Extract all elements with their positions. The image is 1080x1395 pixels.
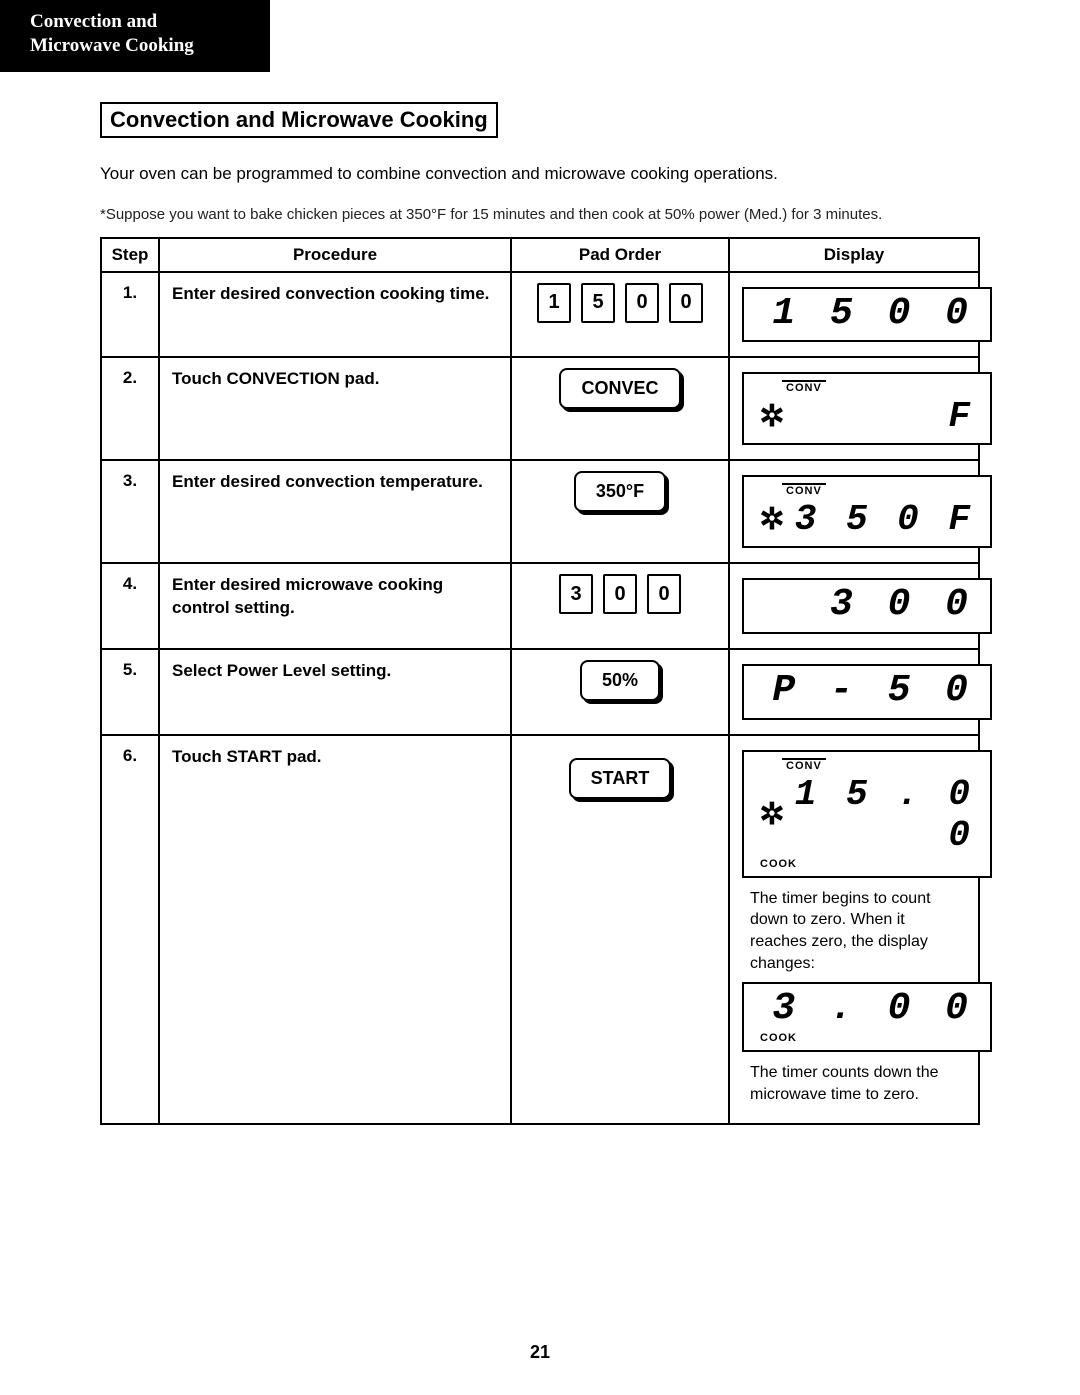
conv-indicator: CONV	[782, 758, 826, 772]
display-readout: 3 . 0 0 COOK	[742, 982, 992, 1052]
segment-text: 3 5 0 F	[790, 499, 980, 540]
col-step: Step	[101, 238, 159, 272]
header-tab: Convection and Microwave Cooking	[0, 0, 270, 72]
table-row: 4. Enter desired microwave cooking contr…	[101, 563, 979, 649]
display-readout: CONV ✲ 3 5 0 F	[742, 475, 992, 548]
display-readout: P - 5 0	[742, 664, 992, 720]
procedure-text: Enter desired convection temperature.	[159, 460, 511, 563]
table-row: 1. Enter desired convection cooking time…	[101, 272, 979, 358]
display-readout: 1 5 0 0	[742, 287, 992, 343]
fan-icon: ✲	[754, 505, 790, 535]
example-note: *Suppose you want to bake chicken pieces…	[100, 206, 980, 223]
fan-icon: ✲	[754, 402, 790, 432]
display-readout: 3 0 0	[742, 578, 992, 634]
table-row: 2. Touch CONVECTION pad. CONVEC CONV ✲ F	[101, 357, 979, 460]
conv-indicator: CONV	[782, 483, 826, 497]
display-cell: 1 5 0 0	[729, 272, 979, 358]
procedure-text: Enter desired microwave cooking control …	[159, 563, 511, 649]
key-digit: 5	[581, 283, 615, 323]
header-line1: Convection and	[30, 10, 248, 34]
display-readout: CONV ✲ 1 5 . 0 0 COOK	[742, 750, 992, 878]
step-number: 5.	[101, 649, 159, 735]
header-line2: Microwave Cooking	[30, 34, 248, 58]
pad-order-cell: 1 5 0 0	[511, 272, 729, 358]
col-display: Display	[729, 238, 979, 272]
segment-text: F	[790, 396, 980, 437]
col-procedure: Procedure	[159, 238, 511, 272]
display-cell: CONV ✲ 3 5 0 F	[729, 460, 979, 563]
pad-order-cell: 50%	[511, 649, 729, 735]
step-number: 6.	[101, 735, 159, 1124]
cook-indicator: COOK	[760, 1032, 980, 1044]
pad-order-cell: START	[511, 735, 729, 1124]
key-digit: 1	[537, 283, 571, 323]
col-pad-order: Pad Order	[511, 238, 729, 272]
display-note: The timer counts down the microwave time…	[750, 1062, 958, 1105]
procedure-table: Step Procedure Pad Order Display 1. Ente…	[100, 237, 980, 1126]
page-content: Convection and Microwave Cooking Your ov…	[0, 72, 1080, 1126]
fan-icon: ✲	[754, 800, 790, 830]
key-digit: 0	[625, 283, 659, 323]
procedure-text: Touch CONVECTION pad.	[159, 357, 511, 460]
procedure-text: Select Power Level setting.	[159, 649, 511, 735]
key-digit: 0	[603, 574, 637, 614]
step-number: 2.	[101, 357, 159, 460]
table-row: 6. Touch START pad. START CONV ✲ 1 5 . 0…	[101, 735, 979, 1124]
page-number: 21	[0, 1342, 1080, 1363]
table-header-row: Step Procedure Pad Order Display	[101, 238, 979, 272]
key-digit: 0	[647, 574, 681, 614]
section-title: Convection and Microwave Cooking	[100, 102, 498, 138]
display-cell: CONV ✲ F	[729, 357, 979, 460]
conv-indicator: CONV	[782, 380, 826, 394]
display-cell: 3 0 0	[729, 563, 979, 649]
table-row: 3. Enter desired convection temperature.…	[101, 460, 979, 563]
temp-button: 350°F	[574, 471, 666, 512]
keypad: 3 0 0	[559, 574, 681, 614]
segment-text: 3 0 0	[754, 584, 980, 626]
start-button: START	[569, 758, 672, 799]
pad-order-cell: CONVEC	[511, 357, 729, 460]
display-cell: CONV ✲ 1 5 . 0 0 COOK The timer begins t…	[729, 735, 979, 1124]
segment-text: P - 5 0	[754, 670, 980, 712]
power-button: 50%	[580, 660, 660, 701]
step-number: 1.	[101, 272, 159, 358]
procedure-text: Touch START pad.	[159, 735, 511, 1124]
table-row: 5. Select Power Level setting. 50% P - 5…	[101, 649, 979, 735]
pad-order-cell: 3 0 0	[511, 563, 729, 649]
key-digit: 0	[669, 283, 703, 323]
key-digit: 3	[559, 574, 593, 614]
step-number: 3.	[101, 460, 159, 563]
cook-indicator: COOK	[760, 858, 980, 870]
display-cell: P - 5 0	[729, 649, 979, 735]
keypad: 1 5 0 0	[537, 283, 703, 323]
display-readout: CONV ✲ F	[742, 372, 992, 445]
convec-button: CONVEC	[559, 368, 680, 409]
procedure-text: Enter desired convection cooking time.	[159, 272, 511, 358]
display-note: The timer begins to count down to zero. …	[750, 888, 958, 974]
segment-text: 1 5 . 0 0	[790, 774, 980, 856]
step-number: 4.	[101, 563, 159, 649]
intro-text: Your oven can be programmed to combine c…	[100, 164, 980, 184]
segment-text: 1 5 0 0	[754, 293, 980, 335]
pad-order-cell: 350°F	[511, 460, 729, 563]
segment-text: 3 . 0 0	[754, 988, 980, 1030]
